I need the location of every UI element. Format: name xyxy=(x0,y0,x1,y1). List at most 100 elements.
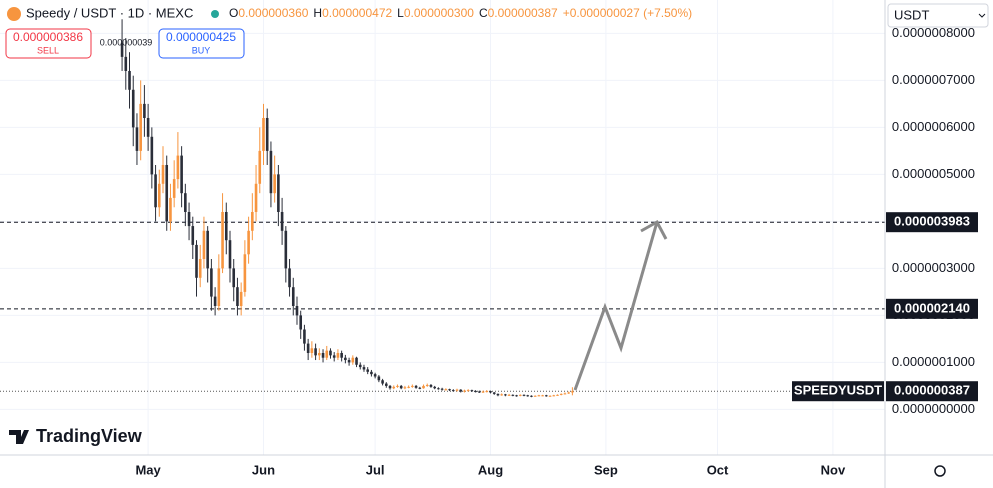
candle-body xyxy=(537,395,541,397)
candle-body xyxy=(195,244,198,278)
candle-body xyxy=(496,393,500,396)
price-line-tag xyxy=(886,298,978,319)
symbol: Speedy / USDT · 1D · MEXC xyxy=(26,5,193,20)
candle-body xyxy=(440,388,444,390)
price-axis-bg xyxy=(885,0,993,488)
candle-body xyxy=(470,390,474,392)
x-tick-label: May xyxy=(135,462,161,477)
ohlc-value: 0.000000300 xyxy=(404,6,474,20)
candle-body xyxy=(154,174,157,208)
candles xyxy=(120,19,574,398)
symbol-logo xyxy=(7,7,21,21)
buy-button[interactable] xyxy=(158,28,245,59)
candle-body xyxy=(366,369,369,372)
candle-body xyxy=(381,380,384,384)
buy-label: BUY xyxy=(192,45,211,55)
candle-body xyxy=(504,394,507,396)
x-tick-label: Sep xyxy=(594,462,618,477)
ohlc-value: 0.000000472 xyxy=(322,6,392,20)
ohlc-header: O 0.000000360 H 0.000000472 L 0.000000300 C 0.0… xyxy=(229,6,692,20)
candle-body xyxy=(373,374,377,377)
candle-body xyxy=(202,230,206,259)
y-tick-label: 0.0000001000 xyxy=(892,354,975,369)
candle-body xyxy=(507,394,511,396)
candle-body xyxy=(198,258,202,278)
candle-body xyxy=(340,353,343,358)
candle-body xyxy=(236,287,239,306)
candle-body xyxy=(191,226,195,245)
candle-body xyxy=(120,42,124,57)
candle-body xyxy=(377,376,381,381)
price-line-label: 0.000003983 xyxy=(894,214,970,229)
arrow-head xyxy=(640,219,668,240)
candle-body xyxy=(131,89,135,128)
candle-body xyxy=(303,329,306,344)
candle-body xyxy=(269,150,273,194)
candle-body xyxy=(161,164,165,184)
last-price-name: SPEEDYUSDT xyxy=(794,383,882,398)
sell-button[interactable] xyxy=(5,28,92,59)
change: +0.000000027 (+7.50%) xyxy=(563,6,692,20)
candle-body xyxy=(176,155,180,180)
candle-body xyxy=(541,395,544,397)
candle-body xyxy=(332,355,336,358)
candle-body xyxy=(273,174,276,194)
candle-body xyxy=(224,211,228,241)
candle-body xyxy=(548,395,552,397)
settings-icon[interactable] xyxy=(934,465,946,477)
candle-body xyxy=(143,103,146,118)
candle-body xyxy=(299,315,303,330)
candle-body xyxy=(213,296,217,306)
currency: USDT xyxy=(894,7,929,22)
candle-body xyxy=(515,395,518,397)
candle-body xyxy=(217,268,221,306)
candle-body xyxy=(522,394,526,396)
grid xyxy=(0,0,885,455)
candle-body xyxy=(563,393,567,395)
candle-body xyxy=(489,391,492,393)
candle-body xyxy=(545,395,548,397)
candle-body xyxy=(567,392,570,394)
logo-text: TradingView xyxy=(36,426,143,446)
spread: 0.000000039 xyxy=(100,37,153,47)
candle-body xyxy=(314,348,317,356)
candle-body xyxy=(251,211,254,231)
candle-body xyxy=(228,240,232,269)
y-tick-label: 0.0000007000 xyxy=(892,72,975,87)
currency-select[interactable] xyxy=(887,3,989,28)
candle-body xyxy=(150,136,154,175)
price-line-label: 0.000002140 xyxy=(894,300,970,315)
candle-body xyxy=(399,385,403,389)
candle-body xyxy=(407,386,410,388)
tv-logo-mark xyxy=(9,430,29,444)
price-line-tag xyxy=(886,212,978,233)
candle-body xyxy=(478,391,481,393)
x-tick-label: Nov xyxy=(821,462,846,477)
candle-body xyxy=(336,353,340,358)
dropdown-caret xyxy=(978,13,986,18)
candle-body xyxy=(291,287,295,306)
x-tick-label: Jul xyxy=(366,462,385,477)
candle-body xyxy=(128,70,131,90)
candle-body xyxy=(351,357,355,363)
y-tick-label: 0.0000006000 xyxy=(892,119,975,134)
candle-body xyxy=(559,393,563,395)
candle-body xyxy=(422,385,425,389)
candle-body xyxy=(370,371,373,375)
candle-body xyxy=(466,390,470,392)
buy-price: 0.000000425 xyxy=(166,30,236,44)
candle-body xyxy=(392,386,396,389)
candle-body xyxy=(403,387,407,389)
candle-body xyxy=(277,174,280,212)
candle-body xyxy=(463,390,466,392)
candle-body xyxy=(448,389,451,391)
candle-body xyxy=(306,343,310,354)
candle-body xyxy=(206,230,209,269)
x-tick-label: Aug xyxy=(478,462,503,477)
ohlc-key: O xyxy=(229,6,238,20)
candle-body xyxy=(124,56,128,71)
candle-body xyxy=(169,197,172,222)
candle-body xyxy=(552,395,556,397)
y-tick-label: 0.0000008000 xyxy=(892,25,975,40)
